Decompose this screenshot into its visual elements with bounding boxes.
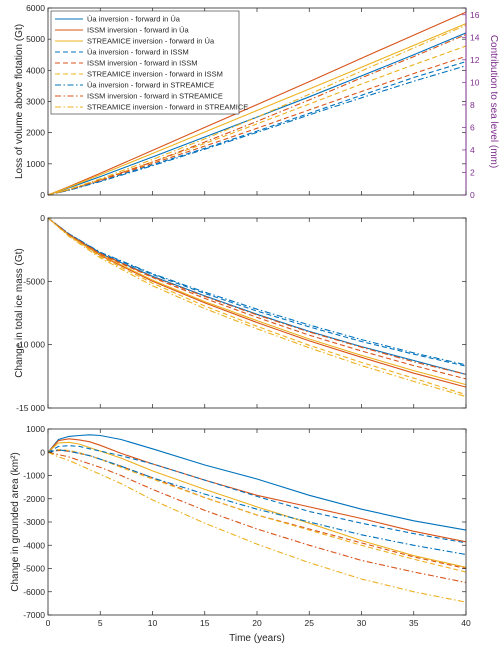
panel-top-y2tick-label: 14 [470,32,480,42]
panel-top-ytick-label: 2000 [26,128,45,138]
panel-top-y2ticks: 0 2 4 6 8 10 12 14 16 [462,8,480,200]
panel-top-ytick-label: 4000 [26,65,45,75]
panel-top-series-0 [47,32,467,196]
legend: Úa inversion - forward in Úa ISSM inversi… [50,10,248,115]
panel-middle-lines [47,217,467,398]
panel-top-series-1 [47,11,467,196]
panel-bottom-ylabel: Change in grounded area (km²) [10,452,21,592]
panel-top-ytick-label: 5000 [26,34,45,44]
panel-bottom-yticks: -7000 -6000 -5000 -4000 -3000 -2000 -1000 0 1000 [23,424,466,620]
panel-bottom-ytick-label: -7000 [23,610,45,620]
panel-bottom-xtick-label: 40 [461,618,471,628]
panel-bottom: -7000-6000-5000-4000-3000-2000-100001000… [10,424,471,644]
panel-bottom-series-7 [47,451,467,584]
panel-bottom-xtick-label: 35 [409,618,419,628]
legend-label-8: STREAMICE inversion - forward in STREAMI… [87,103,248,112]
panel-top-ytick-label: 3000 [26,97,45,107]
panel-middle-series-3 [47,217,467,367]
panel-bottom-ytick-label: -3000 [23,517,45,527]
panel-bottom-series-5 [47,448,467,573]
panel-top-y2label: Contribution to sea level (mm) [488,35,499,168]
legend-entries: Úa inversion - forward in Úa ISSM inversi… [55,15,248,112]
panel-bottom-xtick-label: 5 [98,618,103,628]
panel-bottom-series-0 [47,434,467,531]
panel-middle-series-4 [47,217,467,380]
panel-middle-frame [47,217,467,409]
panel-top-series-5 [47,45,467,196]
panel-middle-series-6 [47,217,467,366]
panel-top-series-2 [47,23,467,196]
panel-bottom-series-1 [47,438,467,543]
panel-bottom-ytick-label: -5000 [23,564,45,574]
legend-label-0: Úa inversion - forward in Úa [87,15,181,24]
panel-bottom-xtick-label: 20 [252,618,262,628]
panel-bottom-xtick-label: 30 [357,618,367,628]
legend-label-2: STREAMICE inversion - forward in Úa [87,37,215,46]
legend-label-6: Úa inversion - forward in STREAMICE [87,81,214,90]
panel-middle-ytick-label: -10 000 [16,340,45,350]
panel-bottom-xtick-label: 10 [148,618,158,628]
panel-bottom-ytick-label: -2000 [23,494,45,504]
panel-middle-series-1 [47,217,467,388]
panel-middle-series-0 [47,217,467,375]
panel-top-series-8 [47,24,467,196]
panel-bottom-xlabel: Time (years) [229,633,285,644]
panel-middle-ylabel: Change in total ice mass (Gt) [14,248,25,378]
panel-bottom-lines [47,434,467,603]
panel-middle-ytick-label: 0 [40,213,45,223]
panel-bottom-frame [47,428,467,616]
legend-label-5: STREAMICE inversion - forward in ISSM [87,70,223,79]
panel-top-ytick-label: 0 [40,190,45,200]
legend-label-1: ISSM inversion - forward in Úa [87,26,190,35]
panel-bottom-series-2 [47,441,467,568]
panel-top-y2tick-label: 16 [470,10,480,20]
panel-top-yticks: 0 1000 2000 3000 4000 5000 6000 [26,3,466,200]
panel-middle-ytick-label: -5000 [23,276,45,286]
panel-top-y2tick-label: 8 [470,100,475,110]
panel-bottom-ytick-label: 1000 [26,424,45,434]
panel-top-y2tick-label: 10 [470,77,480,87]
legend-label-3: Úa inversion - forward in ISSM [87,48,189,57]
panel-top-y2tick-label: 12 [470,55,480,65]
panel-top-y2tick-label: 2 [470,167,475,177]
panel-bottom-ytick-label: -4000 [23,540,45,550]
panel-middle: -15 000 -10 000 -5000 0 Change in total ice… [14,213,467,413]
panel-bottom-ytick-label: -6000 [23,587,45,597]
panel-middle-series-8 [47,217,467,398]
legend-label-4: ISSM inversion - forward in ISSM [87,59,197,68]
panel-bottom-xtick-label: 25 [305,618,315,628]
panel-bottom-ytick-label: -1000 [23,471,45,481]
panel-middle-series-2 [47,217,467,386]
panel-top-y2tick-label: 6 [470,122,475,132]
panel-top-y2tick-label: 0 [470,190,475,200]
panel-bottom-xticks: 0 5 10 15 20 25 30 35 40 [46,429,471,628]
panel-middle-series-7 [47,217,467,375]
panel-top-ytick-label: 1000 [26,159,45,169]
panel-top-series-7 [47,33,467,196]
panel-middle-yticks: -15 000 -10 000 -5000 0 [16,213,466,413]
panel-middle-series-5 [47,217,467,396]
legend-label-7: ISSM inversion - forward in STREAMICE [87,92,223,101]
panel-top-ylabel: Loss of volume above flotation (Gt) [14,24,25,179]
panel-bottom-series-3 [47,445,467,544]
panel-bottom-series-8 [47,451,467,603]
panel-bottom-series-6 [47,449,467,556]
panel-bottom-xtick-label: 0 [46,618,51,628]
panel-bottom-xtick-label: 15 [200,618,210,628]
panel-middle-xticks [47,218,467,408]
panel-bottom-ytick-label: 0 [40,447,45,457]
panel-middle-ytick-label: -15 000 [16,403,45,413]
panel-top-series-3 [47,61,467,196]
panel-top-ytick-label: 6000 [26,3,45,13]
panel-top-y2tick-label: 4 [470,145,475,155]
panel-top-series-6 [47,65,467,196]
panel-top-lines [47,11,467,196]
